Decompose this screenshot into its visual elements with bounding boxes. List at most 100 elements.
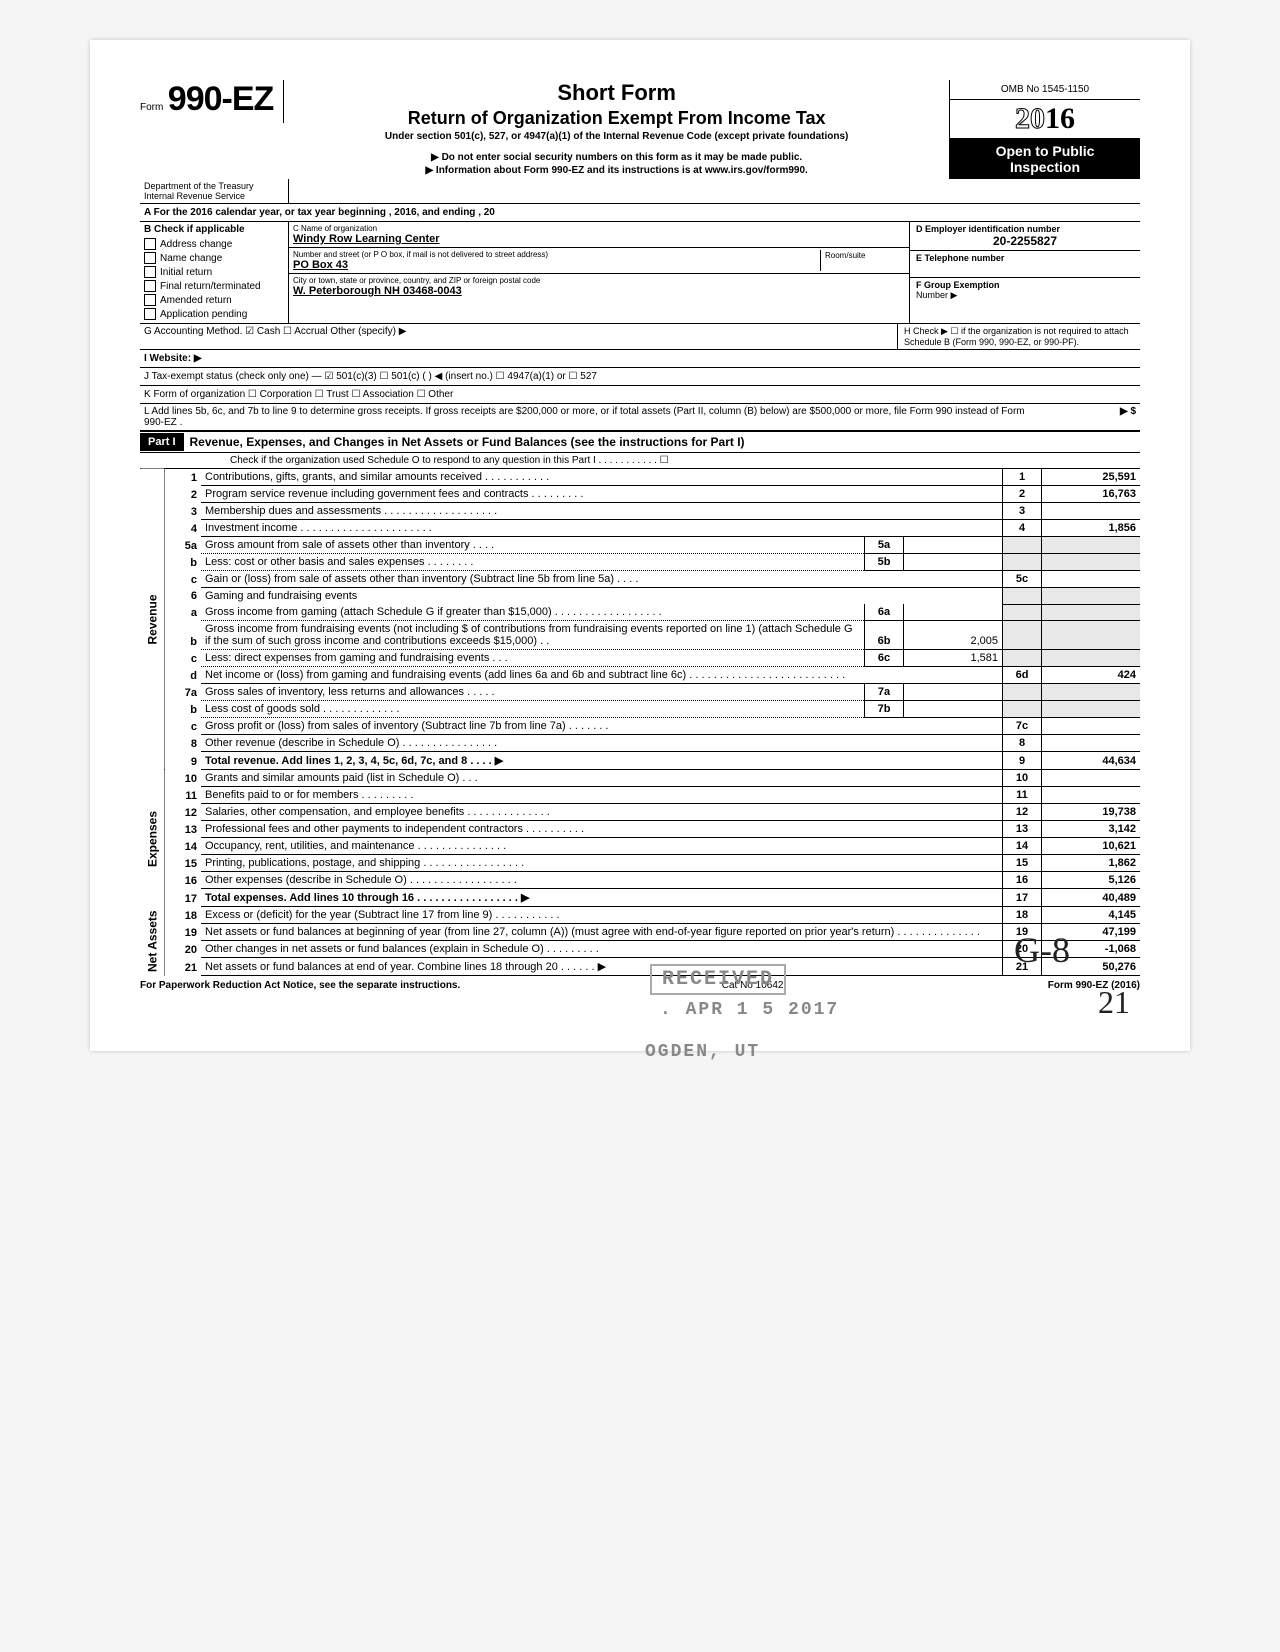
line-result-no <box>1003 621 1042 650</box>
line-desc: Professional fees and other payments to … <box>201 821 1003 838</box>
line-row: 19Net assets or fund balances at beginni… <box>140 924 1140 941</box>
part-1-check: Check if the organization used Schedule … <box>140 453 1140 469</box>
line-row: 14Occupancy, rent, utilities, and mainte… <box>140 838 1140 855</box>
chk-final[interactable]: Final return/terminated <box>144 279 284 293</box>
ogden-stamp: OGDEN, UT <box>645 1042 760 1062</box>
line-number: 9 <box>165 752 202 770</box>
line-j: J Tax-exempt status (check only one) — ☑… <box>140 368 1140 386</box>
section-c: C Name of organization Windy Row Learnin… <box>289 222 909 323</box>
footer-row: For Paperwork Reduction Act Notice, see … <box>140 976 1140 991</box>
line-result-val: 25,591 <box>1042 469 1141 486</box>
line-number: 10 <box>165 770 202 787</box>
line-result-no: 14 <box>1003 838 1042 855</box>
form-title: Short Form <box>294 80 939 106</box>
line-result-no: 6d <box>1003 667 1042 684</box>
form-under: Under section 501(c), 527, or 4947(a)(1)… <box>294 131 939 142</box>
line-number: a <box>165 604 202 621</box>
dept-row: Department of the Treasury Internal Reve… <box>140 179 1140 204</box>
line-row: 7aGross sales of inventory, less returns… <box>140 684 1140 701</box>
line-row: 4Investment income . . . . . . . . . . .… <box>140 520 1140 537</box>
line-number: c <box>165 718 202 735</box>
line-desc: Other revenue (describe in Schedule O) .… <box>201 735 1003 752</box>
sub-line-value: 2,005 <box>904 621 1003 650</box>
addr-label: Number and street (or P O box, if mail i… <box>293 250 820 259</box>
line-result-no: 1 <box>1003 469 1042 486</box>
line-result-val <box>1042 588 1141 605</box>
line-row: 2Program service revenue including gover… <box>140 486 1140 503</box>
line-result-no: 11 <box>1003 787 1042 804</box>
line-row: dNet income or (loss) from gaming and fu… <box>140 667 1140 684</box>
form-prefix: Form <box>140 102 163 113</box>
line-result-no <box>1003 604 1042 621</box>
chk-amended[interactable]: Amended return <box>144 293 284 307</box>
group-label: F Group Exemption <box>916 280 1134 290</box>
date-stamp: . APR 1 5 2017 <box>660 1000 839 1020</box>
line-i: I Website: ▶ <box>140 350 1140 368</box>
line-result-no: 5c <box>1003 571 1042 588</box>
line-result-no: 2 <box>1003 486 1042 503</box>
line-row: aGross income from gaming (attach Schedu… <box>140 604 1140 621</box>
line-result-val <box>1042 718 1141 735</box>
sub-line-number: 6c <box>865 650 904 667</box>
line-result-val <box>1042 621 1141 650</box>
line-desc: Total revenue. Add lines 1, 2, 3, 4, 5c,… <box>201 752 1003 770</box>
ein-value: 20-2255827 <box>916 234 1134 248</box>
line-result-no <box>1003 701 1042 718</box>
line-result-val: 40,489 <box>1042 889 1141 907</box>
sub-line-number: 6b <box>865 621 904 650</box>
line-result-val: 44,634 <box>1042 752 1141 770</box>
line-row: 8Other revenue (describe in Schedule O) … <box>140 735 1140 752</box>
form-subtitle: Return of Organization Exempt From Incom… <box>294 108 939 129</box>
line-result-no: 10 <box>1003 770 1042 787</box>
line-g: G Accounting Method. ☑ Cash ☐ Accrual Ot… <box>140 324 897 349</box>
line-row: 16Other expenses (describe in Schedule O… <box>140 872 1140 889</box>
sub-line-value <box>904 604 1003 621</box>
chk-name[interactable]: Name change <box>144 251 284 265</box>
section-sidebar: Net Assets <box>140 907 165 976</box>
line-row: Expenses10Grants and similar amounts pai… <box>140 770 1140 787</box>
line-number: 16 <box>165 872 202 889</box>
chk-address[interactable]: Address change <box>144 237 284 251</box>
line-result-val: 1,856 <box>1042 520 1141 537</box>
chk-pending[interactable]: Application pending <box>144 307 284 321</box>
line-number: 5a <box>165 537 202 554</box>
line-result-val: 10,621 <box>1042 838 1141 855</box>
line-result-no: 7c <box>1003 718 1042 735</box>
line-result-no: 3 <box>1003 503 1042 520</box>
phone-label: E Telephone number <box>916 253 1134 263</box>
footer-mid: Cat No 10642I <box>722 980 787 991</box>
line-result-no <box>1003 537 1042 554</box>
line-result-val <box>1042 554 1141 571</box>
line-row: cGross profit or (loss) from sales of in… <box>140 718 1140 735</box>
group-number-label: Number ▶ <box>916 290 1134 301</box>
section-sidebar: Expenses <box>140 770 165 907</box>
sub-line-value <box>904 554 1003 571</box>
addr-value: PO Box 43 <box>293 259 820 271</box>
line-number: 11 <box>165 787 202 804</box>
line-row: 21Net assets or fund balances at end of … <box>140 958 1140 976</box>
line-desc: Net assets or fund balances at end of ye… <box>201 958 1003 976</box>
line-desc: Grants and similar amounts paid (list in… <box>201 770 1003 787</box>
org-name: Windy Row Learning Center <box>293 233 905 245</box>
line-result-val <box>1042 571 1141 588</box>
line-desc: Membership dues and assessments . . . . … <box>201 503 1003 520</box>
handwriting-g8: G-8 <box>1014 929 1070 971</box>
line-result-val: 1,862 <box>1042 855 1141 872</box>
line-l-arrow: ▶ $ <box>1036 406 1136 428</box>
line-row: 6Gaming and fundraising events <box>140 588 1140 605</box>
line-number: 6 <box>165 588 202 605</box>
line-row: 17Total expenses. Add lines 10 through 1… <box>140 889 1140 907</box>
line-row: cLess: direct expenses from gaming and f… <box>140 650 1140 667</box>
line-desc: Other expenses (describe in Schedule O) … <box>201 872 1003 889</box>
line-row: 3Membership dues and assessments . . . .… <box>140 503 1140 520</box>
line-number: 15 <box>165 855 202 872</box>
line-desc: Benefits paid to or for members . . . . … <box>201 787 1003 804</box>
line-row: 11Benefits paid to or for members . . . … <box>140 787 1140 804</box>
line-result-val <box>1042 787 1141 804</box>
sub-line-value <box>904 684 1003 701</box>
chk-initial[interactable]: Initial return <box>144 265 284 279</box>
form-badge: Form 990-EZ <box>140 80 284 123</box>
line-l: L Add lines 5b, 6c, and 7b to line 9 to … <box>140 404 1140 431</box>
tax-year: 2016 <box>950 100 1140 139</box>
line-desc: Net assets or fund balances at beginning… <box>201 924 1003 941</box>
